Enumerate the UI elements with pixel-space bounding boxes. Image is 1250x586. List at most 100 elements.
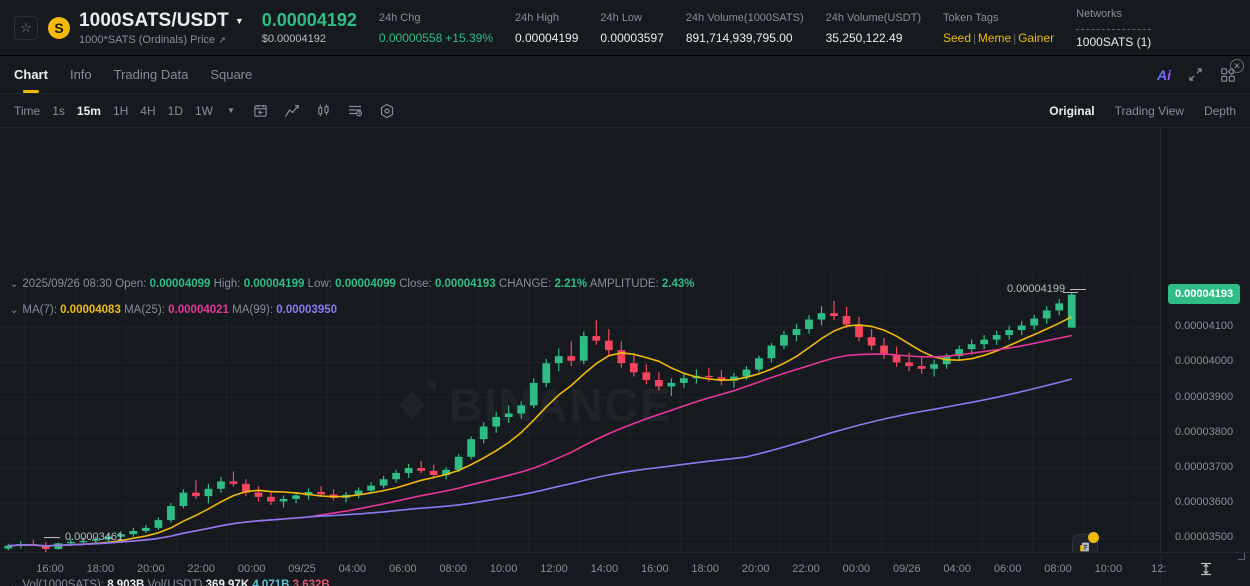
news-unread-dot xyxy=(1088,532,1099,543)
close-circle-icon[interactable]: ✕ xyxy=(1230,59,1244,73)
ma7-value: 0.00004083 xyxy=(60,304,121,316)
price-axis[interactable]: 0.00004193 0.00004100 0.00004000 0.00003… xyxy=(1160,128,1250,586)
stat-value: 0.00003597 xyxy=(600,31,664,46)
chevron-down-icon[interactable]: ⌄ xyxy=(10,279,19,290)
stat-24h-high: 24h High 0.00004199 xyxy=(515,10,578,46)
candlestick-plot[interactable] xyxy=(0,128,1160,586)
change-value: 2.21% xyxy=(554,278,588,290)
stat-24h-chg: 24h Chg 0.00000558 +15.39% xyxy=(379,10,493,46)
period-high-value: 0.00004199 xyxy=(1007,283,1066,295)
coin-logo-icon: S xyxy=(48,16,70,39)
line-chart-icon[interactable] xyxy=(284,103,300,119)
price-axis-tick: 0.00003600 xyxy=(1175,496,1234,509)
open-value: 0.00004099 xyxy=(149,278,211,290)
period-low-marker: 0.00003461 xyxy=(44,531,123,543)
chart-view-options: Original Trading View Depth xyxy=(1049,104,1236,118)
stat-value: 891,714,939,795.00 xyxy=(685,31,793,46)
chart-tool-icons xyxy=(253,103,395,119)
tag-meme[interactable]: Meme xyxy=(977,31,1012,46)
timeframe-1d[interactable]: 1D xyxy=(167,103,183,118)
pair-name: 1000SATS/USDT xyxy=(79,9,229,31)
tag-separator: | xyxy=(1013,33,1017,46)
ma99-label: MA(99): xyxy=(232,304,274,316)
time-axis-tick: 18:00 xyxy=(86,563,115,575)
time-axis-tick: 22:00 xyxy=(792,563,820,575)
indicators-icon[interactable] xyxy=(347,103,363,119)
chart-area[interactable]: BINANCE ⌄2025/09/26 08:30 Open: 0.000040… xyxy=(0,128,1250,586)
volume-legend: ⌄ Vol(1000SATS): 8.903B Vol(USDT) 369.97K… xyxy=(10,579,330,586)
price-axis-tick: 0.00003700 xyxy=(1175,461,1234,473)
high-value: 0.00004199 xyxy=(243,278,305,290)
price-axis-tick: 0.00003800 xyxy=(1175,425,1234,438)
time-axis-tick: 04:00 xyxy=(338,563,367,575)
stat-label: 24h Volume(USDT) xyxy=(825,11,921,24)
time-axis-tick: 09/26 xyxy=(893,563,921,575)
pair-selector[interactable]: 1000SATS/USDT ▼ 1000*SATS (Ordinals) Pri… xyxy=(79,10,244,46)
time-axis-tick: 10:00 xyxy=(489,563,518,575)
vol-quote-label: Vol(USDT) xyxy=(147,579,203,586)
stat-value: 0.00004199 xyxy=(515,31,579,46)
tab-square[interactable]: Square xyxy=(210,67,253,82)
calendar-back-icon[interactable] xyxy=(253,103,268,118)
tabs-group: Chart Info Trading Data Square xyxy=(14,56,252,93)
stat-label: 24h High xyxy=(515,11,560,24)
chevron-down-icon[interactable]: ⌄ xyxy=(10,305,19,316)
amplitude-label: AMPLITUDE: xyxy=(589,278,659,290)
axis-divider xyxy=(1160,557,1161,583)
timeframe-15m[interactable]: 15m xyxy=(76,103,101,118)
last-price-block: 0.00004192 $0.00004192 xyxy=(262,10,357,46)
time-axis-tick: 12: xyxy=(1151,563,1167,575)
close-value: 0.00004193 xyxy=(434,278,496,290)
tab-info[interactable]: Info xyxy=(69,67,92,82)
view-original[interactable]: Original xyxy=(1049,103,1095,118)
time-label[interactable]: Time xyxy=(14,103,41,118)
open-label: Open: xyxy=(115,278,147,290)
time-axis-tick: 20:00 xyxy=(741,563,770,575)
view-trading-view[interactable]: Trading View xyxy=(1114,103,1184,118)
chevron-down-icon[interactable]: ⌄ xyxy=(10,580,19,586)
pair-subtitle[interactable]: 1000*SATS (Ordinals) Price ↗ xyxy=(79,34,244,46)
ohlc-legend: ⌄ 2025/09/26 08:30 Open: 0.00004099 High:… xyxy=(10,278,695,290)
chevron-down-icon[interactable]: ▼ xyxy=(234,15,244,26)
timeframe-4h[interactable]: 4H xyxy=(140,103,156,118)
time-axis-tick: 08:00 xyxy=(439,563,467,575)
chevron-down-icon[interactable]: ▼ xyxy=(226,106,235,115)
networks-value[interactable]: 1000SATS (1) xyxy=(1076,28,1152,49)
ticker-bar: ☆ S 1000SATS/USDT ▼ 1000*SATS (Ordinals)… xyxy=(0,0,1250,56)
low-label: Low: xyxy=(307,278,332,290)
stat-value: 35,250,122.49 xyxy=(825,31,903,46)
expand-diagonal-icon[interactable] xyxy=(1188,67,1203,82)
resize-corner[interactable] xyxy=(1238,553,1245,560)
stat-24h-volume-base: 24h Volume(1000SATS) 891,714,939,795.00 xyxy=(686,10,804,46)
time-axis-tick: 16:00 xyxy=(36,563,64,575)
view-depth[interactable]: Depth xyxy=(1203,103,1236,118)
token-tags-list: Seed | Meme | Gainer xyxy=(943,31,1054,45)
favorite-star-icon[interactable]: ☆ xyxy=(14,15,38,40)
vol-ma1-value: 4.071B xyxy=(252,579,290,586)
candlestick-icon[interactable] xyxy=(316,103,331,118)
fit-vertical-icon[interactable] xyxy=(1198,561,1214,582)
last-price-usd: $0.00004192 xyxy=(261,33,326,46)
ai-assistant-icon[interactable]: Ai xyxy=(1157,66,1171,83)
ma25-value: 0.00004021 xyxy=(168,304,229,316)
tab-trading-data[interactable]: Trading Data xyxy=(113,67,189,82)
stat-24h-volume-quote: 24h Volume(USDT) 35,250,122.49 xyxy=(826,10,921,46)
close-label: Close: xyxy=(399,278,432,290)
tag-gainer[interactable]: Gainer xyxy=(1018,31,1055,46)
chg-pct: +15.39% xyxy=(445,31,493,46)
timeframe-1w[interactable]: 1W xyxy=(194,103,213,118)
timeframe-1h[interactable]: 1H xyxy=(112,103,129,118)
tag-seed[interactable]: Seed xyxy=(943,31,972,46)
pair-subtitle-text: 1000*SATS (Ordinals) Price xyxy=(79,33,216,46)
tab-chart[interactable]: Chart xyxy=(14,56,48,93)
settings-target-icon[interactable] xyxy=(379,103,395,119)
layout-grid-icon[interactable] xyxy=(1220,67,1236,83)
time-axis[interactable]: 16:00 18:00 20:00 22:00 00:00 09/25 04:00 06:00… xyxy=(0,552,1250,586)
vol-base-value: 8.903B xyxy=(107,579,145,586)
stat-24h-low: 24h Low 0.00003597 xyxy=(600,10,663,46)
timeframe-1s[interactable]: 1s xyxy=(52,103,65,118)
time-axis-tick: 08:00 xyxy=(1044,563,1072,575)
time-axis-tick: 00:00 xyxy=(237,563,266,575)
change-label: CHANGE: xyxy=(498,278,552,290)
